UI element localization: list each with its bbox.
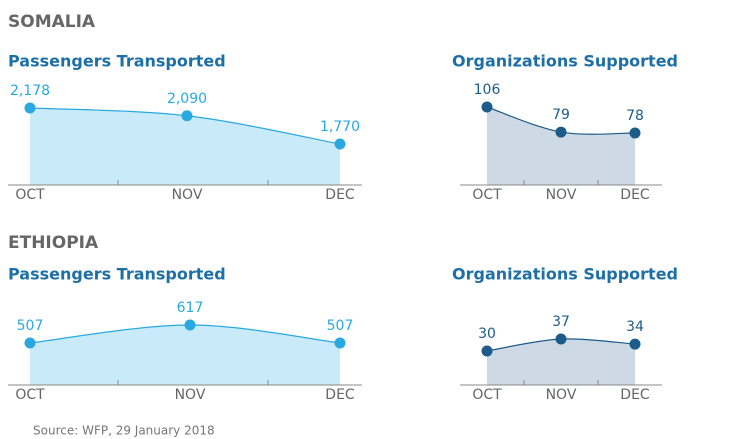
value-label: 617 [177, 300, 204, 316]
point [24, 337, 36, 349]
chart-title: Organizations Supported [452, 265, 678, 284]
point [24, 102, 36, 114]
x-tick-label: DEC [620, 187, 650, 203]
section-title: ETHIOPIA [8, 233, 99, 253]
point [555, 333, 567, 345]
chart-title: Organizations Supported [452, 52, 678, 71]
chart-title: Passengers Transported [8, 52, 226, 71]
source: Source: WFP, 29 January 2018 [33, 424, 215, 438]
value-label: 78 [626, 108, 644, 124]
point [629, 338, 641, 350]
value-label: 1,770 [320, 119, 360, 135]
x-tick-label: DEC [325, 387, 355, 403]
x-tick-label: NOV [175, 387, 206, 403]
point [629, 127, 641, 139]
x-tick-label: OCT [472, 387, 502, 403]
value-label: 2,178 [10, 83, 50, 99]
point [334, 138, 346, 150]
value-label: 34 [626, 319, 644, 335]
area [487, 107, 635, 185]
area [30, 108, 340, 185]
value-label: 507 [17, 318, 44, 334]
x-tick-label: NOV [172, 187, 203, 203]
point [334, 337, 346, 349]
chart-title: Passengers Transported [8, 265, 226, 284]
value-label: 30 [478, 326, 496, 342]
x-tick-label: NOV [546, 387, 577, 403]
point [555, 126, 567, 138]
value-label: 2,090 [167, 91, 207, 107]
x-tick-label: NOV [546, 187, 577, 203]
point [481, 345, 493, 357]
point [184, 319, 196, 331]
x-tick-label: OCT [15, 187, 45, 203]
section-title: SOMALIA [8, 12, 96, 32]
value-label: 37 [552, 314, 570, 330]
point [181, 110, 193, 122]
area [30, 325, 340, 385]
x-tick-label: OCT [472, 187, 502, 203]
value-label: 106 [474, 82, 501, 98]
value-label: 507 [327, 318, 354, 334]
value-label: 79 [552, 107, 570, 123]
area [487, 338, 635, 385]
x-tick-label: OCT [15, 387, 45, 403]
point [481, 101, 493, 113]
x-tick-label: DEC [325, 187, 355, 203]
x-tick-label: DEC [620, 387, 650, 403]
